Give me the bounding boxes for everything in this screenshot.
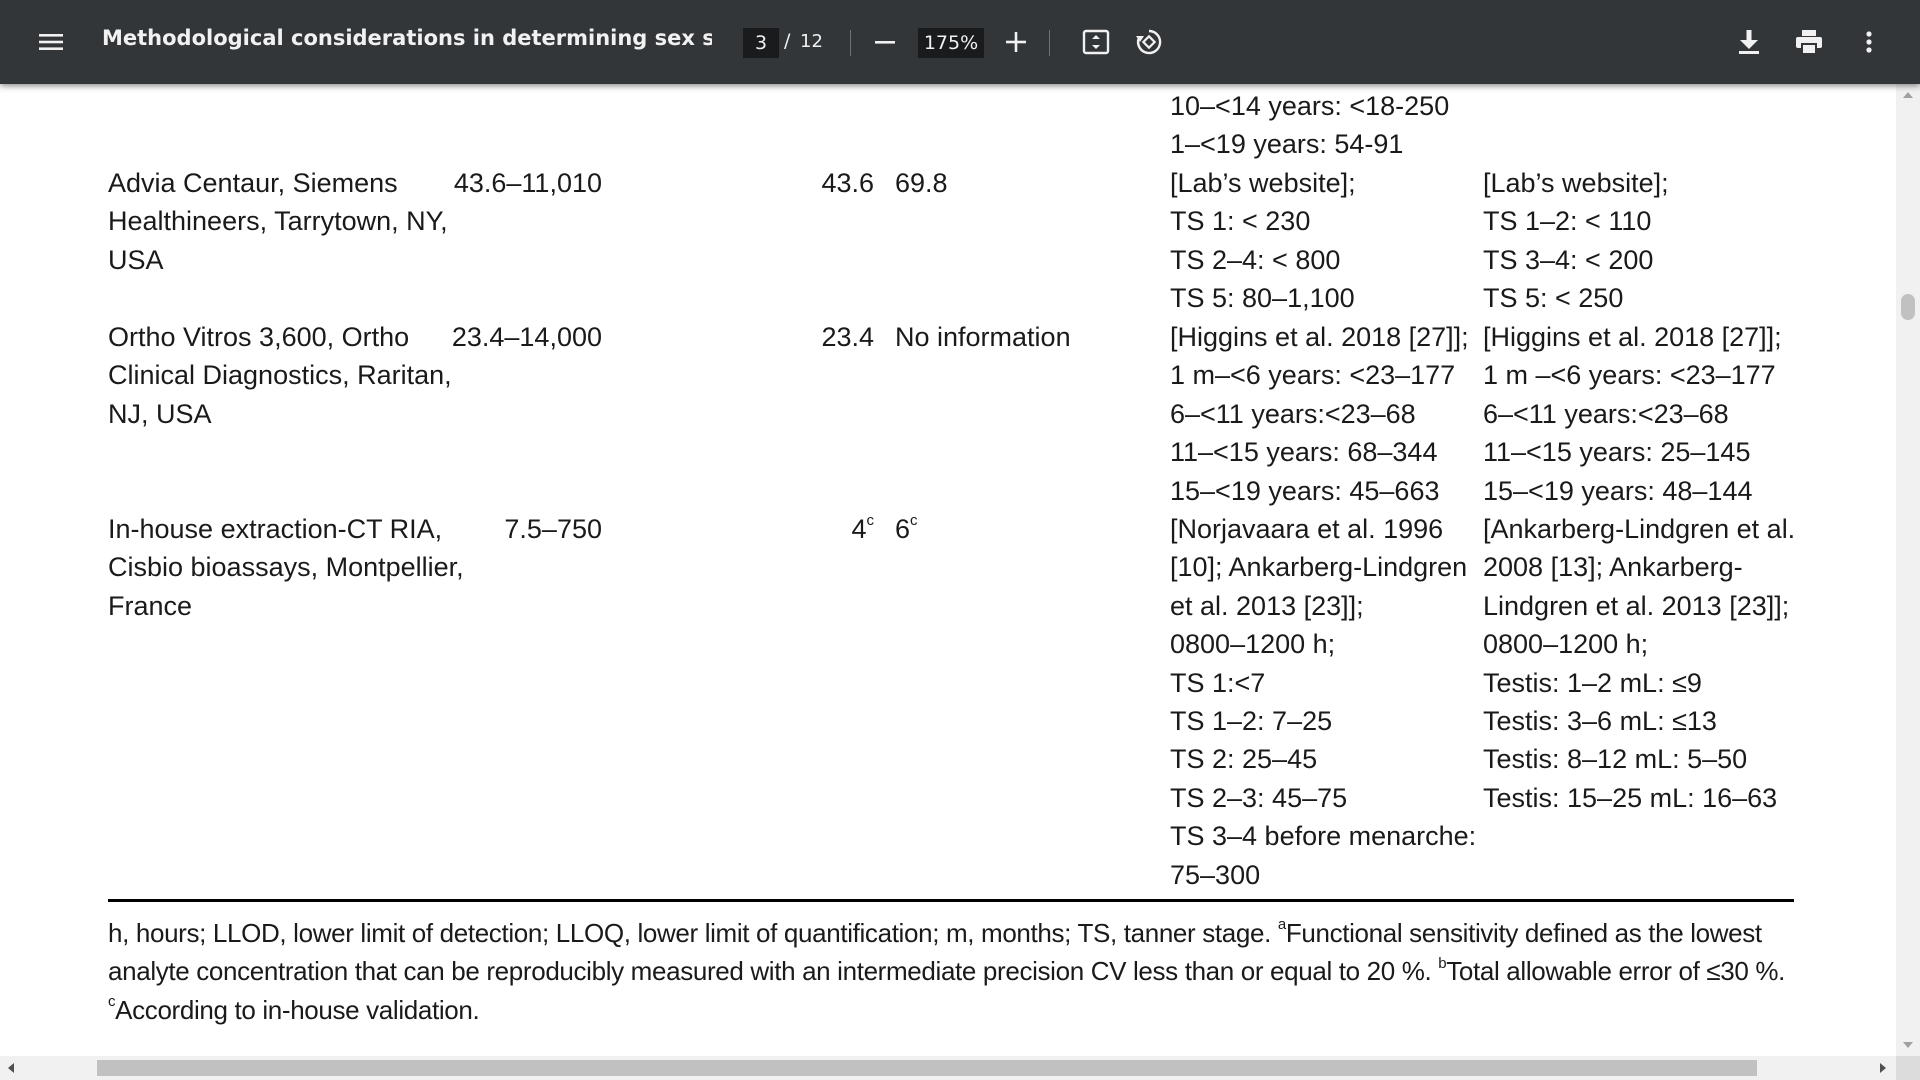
print-icon [1795,29,1823,55]
table-cell-girls-fragment: 10–<14 years: <18-250 1–<19 years: 54-91 [1170,91,1450,160]
zoom-in-icon [1005,31,1027,53]
horizontal-scrollbar[interactable] [0,1056,1896,1080]
document-title: Methodological considerations in determi… [102,26,712,50]
zoom-in-button[interactable] [992,18,1040,66]
table-cell-lloq: 6c [895,512,918,544]
table-cell-range: 7.5–750 [504,514,602,544]
pdf-toolbar: Methodological considerations in determi… [0,0,1920,84]
fit-page-button[interactable] [1072,18,1120,66]
more-vert-icon [1865,30,1873,54]
table-cell-assay: In-house extraction-CT RIA, Cisbio bioas… [108,514,464,621]
document-viewport[interactable]: 10–<14 years: <18-250 1–<19 years: 54-91… [0,84,1896,1056]
table-cell-girls: [Higgins et al. 2018 [27]]; 1 m–<6 years… [1170,322,1469,506]
table-cell-assay: Advia Centaur, Siemens Healthineers, Tar… [108,168,448,275]
download-button[interactable] [1725,18,1773,66]
toolbar-divider [1049,30,1050,56]
scroll-down-icon[interactable] [1903,1042,1913,1048]
scroll-right-icon[interactable] [1880,1063,1886,1073]
table-footnote: h, hours; LLOD, lower limit of detection… [108,916,1785,1025]
rotate-button[interactable] [1125,18,1173,66]
page-total: 12 [800,31,823,52]
table-cell-llod: 43.6 [821,168,874,198]
zoom-out-icon [874,31,896,53]
pdf-page: 10–<14 years: <18-250 1–<19 years: 54-91… [0,84,1896,1056]
table-cell-llod: 4c [851,512,874,544]
table-cell-boys: [Ankarberg-Lindgren et al. 2008 [13]; An… [1483,514,1796,813]
vertical-scroll-thumb[interactable] [1901,294,1915,320]
table-cell-range: 43.6–11,010 [453,168,602,198]
table-cell-lloq: No information [895,322,1071,352]
horizontal-scroll-thumb[interactable] [97,1060,1757,1076]
page-number-input[interactable]: 3 [743,28,779,58]
table-cell-girls: [Lab’s website]; TS 1: < 230 TS 2–4: < 8… [1170,168,1356,314]
table-cell-range: 23.4–14,000 [451,322,602,352]
scrollbar-corner [1896,1056,1920,1080]
page-separator: / [784,30,791,52]
download-icon [1737,29,1761,55]
vertical-scrollbar[interactable] [1896,84,1920,1056]
table-cell-boys: [Lab’s website]; TS 1–2: < 110 TS 3–4: <… [1483,168,1669,314]
table-cell-boys: [Higgins et al. 2018 [27]]; 1 m –<6 year… [1483,322,1782,506]
table-bottom-rule [108,899,1794,902]
toolbar-divider [850,30,851,56]
zoom-out-button[interactable] [861,18,909,66]
zoom-level-input[interactable]: 175% [918,28,984,58]
table-cell-lloq: 69.8 [895,168,948,198]
scroll-left-icon[interactable] [8,1063,14,1073]
menu-icon [38,32,64,52]
table-cell-girls: [Norjavaara et al. 1996 [10]; Ankarberg-… [1170,514,1477,890]
table-cell-llod: 23.4 [821,322,874,352]
more-options-button[interactable] [1845,18,1893,66]
fit-page-icon [1082,28,1110,56]
print-button[interactable] [1785,18,1833,66]
rotate-icon [1134,27,1164,57]
menu-button[interactable] [27,18,75,66]
scroll-up-icon[interactable] [1903,92,1913,98]
table-cell-assay: Ortho Vitros 3,600, Ortho Clinical Diagn… [108,322,452,429]
